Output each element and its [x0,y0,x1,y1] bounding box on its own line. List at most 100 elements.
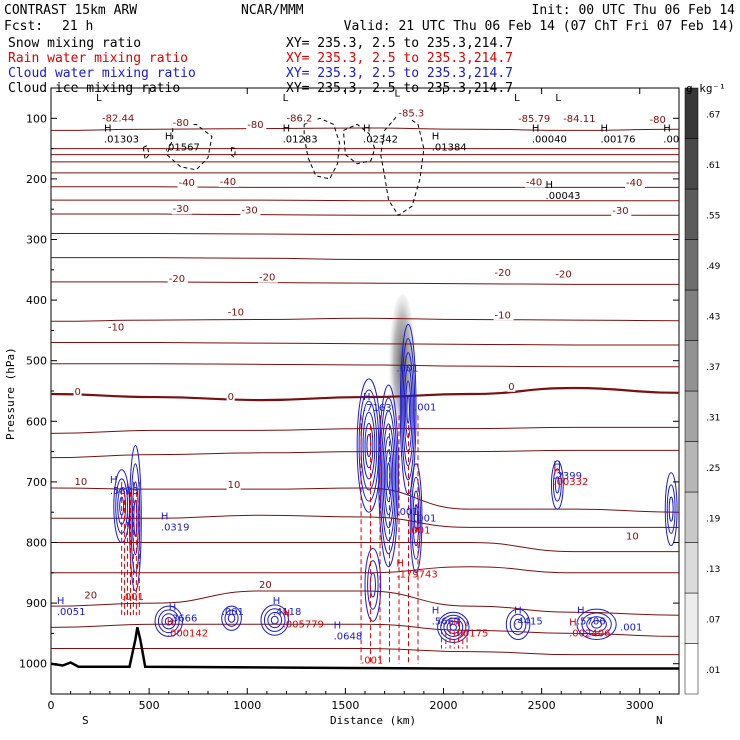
isotherm-label-8: -40 [179,178,195,189]
colorbar-swatch-1 [684,592,699,644]
cloud-extremum-value-5: .001 [396,507,418,518]
x-axis-label: Distance (km) [330,714,416,727]
cloud-contour-12-1 [581,612,612,637]
isotherm-label-27: 10 [626,531,639,542]
cloud-contour-14-2 [668,496,674,522]
rain-extremum-marker-4: H [453,617,461,628]
cloud-contour-10-4 [449,623,457,631]
cloud-extremum-value-6: .001 [414,513,436,524]
isotherm-label-24: 0 [508,382,514,393]
ice-extremum-marker-3: L [514,93,520,104]
colorbar-label-6: .37 [706,363,720,373]
isotherm-label-11: -40 [626,178,642,189]
isotherm-line-15 [51,426,679,434]
rain-extremum-value-7: .001 [122,592,144,603]
isotherm-line-9 [51,257,679,260]
cloud-contour-5-1 [411,476,421,560]
isotherm-label-bg-13 [240,204,261,216]
isotherm-label-13: -30 [241,205,257,216]
cloud-extremum-value-13: .4415 [514,616,543,627]
cloud-contour-8-0 [221,605,242,631]
isotherm-label-14: -30 [612,206,628,217]
cloud-extremum-value-15: .2399 [553,471,582,482]
cloud-contour-6-2 [369,572,376,598]
cloud-contour-10-3 [446,620,461,634]
cloud-contour-9-0 [260,604,289,636]
isotherm-line-18 [51,514,679,528]
isotherm-label-bg-26 [226,478,241,490]
isotherm-label-bg-28 [83,589,98,601]
field-xy-snow: XY= 235.3, 2.5 to 235.3,214.7 [286,36,513,51]
y-tick-label-1: 200 [26,173,47,186]
cloud-contour-7-0 [154,605,183,637]
isotherm-line-10 [51,281,679,285]
isotherm-label-17: -20 [495,268,511,279]
x-axis-south: S [82,714,89,727]
colorbar-label-8: .49 [706,262,721,272]
y-tick-label-0: 100 [26,112,47,125]
cloud-extremum-value-0: .5823 [110,486,139,497]
colorbar-swatch-6 [684,340,699,392]
cloud-extremum-value-12: .5667 [432,616,461,627]
rain-extremum-value-8: .001 [408,525,430,536]
cloud-extremum-value-7: .0051 [57,607,86,618]
isotherm-label-bg-9 [218,175,239,187]
isotherm-label-28: 20 [84,590,97,601]
isotherm-label-bg-21 [493,309,514,321]
isotherm-line-7 [51,213,679,216]
ice-extremum-marker-12: H [663,124,671,135]
cloud-contour-4-5 [406,394,410,424]
cloud-contour-3-0 [378,384,399,568]
fcst-label: Fcst: [4,19,43,34]
ice-contour-5 [230,146,237,159]
cloud-extremum-value-10: .4118 [273,607,302,618]
cloud-extremum-marker-15: H [553,460,561,471]
cloud-contour-5-0 [409,463,423,574]
ice-contour-4 [142,144,150,161]
cloud-contour-3-2 [381,410,397,542]
isotherm-line-14 [51,386,679,402]
isotherm-label-21: -10 [495,310,511,321]
rain-extremum-marker-5: H [569,617,577,628]
isotherm-label-bg-20 [226,306,247,318]
cloud-contour-12-3 [591,620,602,629]
isotherm-label-25: 10 [75,477,88,488]
cloud-extremum-marker-12: H [432,605,440,616]
ice-extremum-marker-7: H [283,124,291,135]
fcst-value: 21 h [62,19,93,34]
y-axis-label: Pressure (hPa) [4,347,17,440]
colorbar-label-7: .43 [706,312,720,322]
field-xy-rain: XY= 235.3, 2.5 to 235.3,214.7 [286,51,513,66]
isotherm-label-bg-29 [258,578,273,590]
cloud-contour-11-2 [513,618,523,630]
cloud-contour-7-2 [161,613,177,630]
isotherm-label-bg-27 [625,530,640,542]
ice-contour-1 [303,117,340,180]
field-name-cloud: Cloud water mixing ratio [8,66,196,81]
y-tick-label-7: 800 [26,537,47,550]
cloud-extremum-marker-14: H [577,605,585,616]
ice-extremum-marker-8: H [363,124,371,135]
isotherm-label-23: 0 [228,392,234,403]
ice-extremum-value-10: .00040 [532,135,567,146]
cloud-extremum-value-8: .3666 [169,613,198,624]
ice-extremum-marker-10: H [532,124,540,135]
x-tick-label-2: 1000 [233,699,261,712]
y-tick-label-4: 500 [26,355,47,368]
rain-extremum-value-6: .00332 [553,477,588,488]
cloud-contour-14-1 [666,484,676,534]
isotherm-label-4: -84.11 [563,114,595,125]
isotherm-label-6: -80 [247,120,263,131]
ice-extremum-marker-1: L [283,93,289,104]
colorbar-label-10: .61 [706,161,720,171]
valid-time: Valid: 21 UTC Thu 06 Feb 14 (07 ChT Fri … [344,19,735,34]
y-tick-label-6: 700 [26,476,47,489]
isotherm-label-bg-23 [226,391,235,403]
ice-extremum-marker-9: H [432,131,440,142]
ice-extremum-marker-6: H [165,131,173,142]
ice-extremum-value-13: .00043 [546,191,581,202]
colorbar-swatch-0 [684,643,699,695]
colorbar-swatch-10 [684,138,699,190]
